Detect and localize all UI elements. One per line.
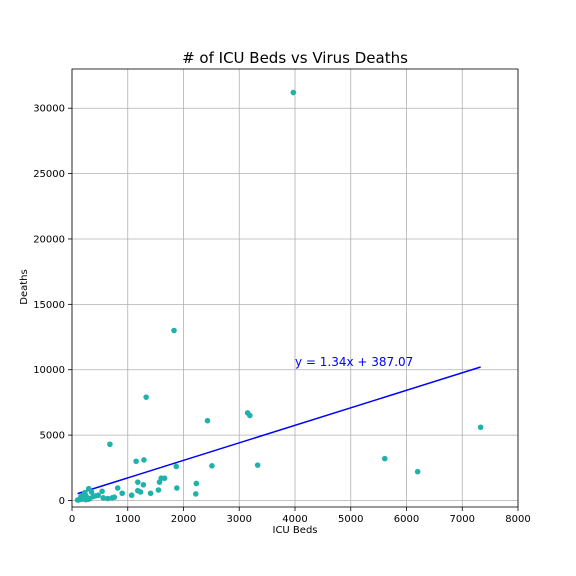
y-axis-ticks: 0 5000 10000 15000 20000 25000 30000 — [33, 104, 72, 507]
y-tick-label: 25000 — [33, 169, 65, 180]
data-point — [204, 417, 211, 424]
data-point — [104, 495, 111, 502]
data-point — [99, 488, 105, 495]
data-point — [247, 412, 253, 419]
data-point — [414, 468, 421, 475]
y-axis-label: Deaths — [19, 269, 30, 304]
data-point — [193, 480, 200, 487]
data-point — [290, 89, 297, 96]
data-point — [114, 485, 121, 491]
data-point — [143, 394, 149, 400]
x-tick-label: 7000 — [450, 514, 475, 525]
x-tick-label: 6000 — [394, 514, 419, 525]
data-point — [155, 487, 162, 493]
regression-line — [77, 366, 481, 495]
data-point — [74, 497, 81, 503]
x-axis-ticks: 0 1000 2000 3000 4000 5000 6000 7000 8000 — [69, 507, 531, 525]
data-point — [119, 490, 125, 497]
data-point — [85, 496, 92, 502]
regression-line-group — [77, 366, 481, 495]
x-tick-label: 5000 — [338, 514, 363, 525]
data-point — [173, 463, 180, 470]
data-point — [137, 489, 144, 495]
data-point — [174, 485, 180, 491]
data-point — [156, 479, 163, 485]
data-point — [381, 455, 388, 462]
data-point — [133, 458, 139, 465]
data-point — [111, 494, 118, 500]
x-tick-label: 2000 — [171, 514, 196, 525]
data-point — [88, 489, 95, 495]
x-axis-label: ICU Beds — [273, 525, 318, 536]
data-points — [74, 89, 484, 503]
data-point — [477, 424, 484, 431]
data-point — [171, 327, 177, 334]
data-point — [254, 462, 261, 468]
data-point — [140, 481, 147, 488]
y-tick-label: 15000 — [33, 300, 65, 311]
data-point — [147, 490, 154, 497]
data-point — [192, 491, 199, 497]
x-tick-label: 4000 — [282, 514, 307, 525]
y-tick-label: 20000 — [33, 234, 65, 245]
data-point — [209, 463, 215, 469]
data-point — [141, 457, 147, 463]
x-tick-label: 3000 — [227, 514, 252, 525]
plot-area-frame — [71, 68, 519, 508]
data-point — [128, 492, 135, 499]
x-tick-label: 8000 — [505, 514, 530, 525]
data-point — [134, 479, 141, 485]
y-tick-label: 0 — [59, 496, 65, 507]
y-tick-label: 30000 — [33, 104, 65, 115]
y-tick-label: 10000 — [33, 365, 65, 376]
x-tick-label: 1000 — [115, 514, 140, 525]
chart-title: # of ICU Beds vs Virus Deaths — [182, 49, 408, 67]
y-tick-label: 5000 — [40, 431, 65, 442]
data-point — [100, 495, 107, 501]
regression-equation: y = 1.34x + 387.07 — [295, 355, 413, 369]
x-tick-label: 0 — [69, 514, 75, 525]
data-point — [107, 441, 113, 448]
